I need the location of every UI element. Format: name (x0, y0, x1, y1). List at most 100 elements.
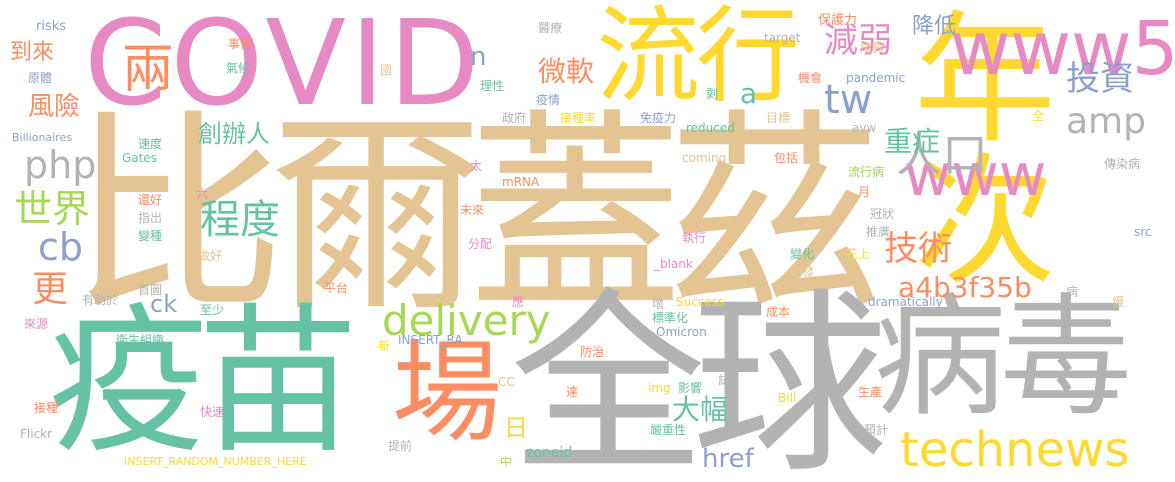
word: 減弱 (824, 21, 892, 61)
word: 兩 (122, 40, 175, 100)
word: 月 (858, 185, 871, 199)
word: 到來 (10, 40, 55, 65)
word: 剩 (706, 87, 719, 101)
word: avw (852, 121, 877, 135)
word: 全球 (510, 272, 888, 482)
word: 比爾蓋茲 (70, 90, 882, 341)
word: 傳染病 (1104, 157, 1141, 171)
word: Flickr (20, 427, 53, 441)
word: 重症 (884, 125, 941, 158)
word: pandemic (846, 71, 906, 85)
word: 中 (500, 455, 513, 469)
word: 日 (504, 414, 528, 442)
word: tw (824, 77, 873, 123)
word: INSERT_RANDOM_NUMBER_HERE (124, 455, 307, 468)
word: reduced (686, 121, 735, 135)
word: 更 (32, 269, 69, 310)
word: 平台 (324, 281, 349, 295)
word: 做好 (198, 249, 223, 263)
word: 執行 (682, 231, 707, 245)
word: 人口 (896, 128, 988, 182)
word: 慢 (1112, 295, 1125, 309)
word: 生產 (858, 385, 883, 399)
word: 嚴重性 (650, 423, 687, 437)
word: cb (38, 225, 84, 269)
word: 分配 (468, 237, 493, 251)
word: 影響 (678, 381, 703, 395)
word: 新 (378, 339, 391, 353)
word: 壞 (652, 297, 665, 311)
word: 病 (1066, 285, 1079, 299)
word: 衛生組織 (116, 333, 165, 347)
word: 降低 (912, 14, 957, 39)
word: 保護力 (818, 13, 858, 28)
word: 六 (196, 187, 209, 201)
word: Bill (778, 391, 797, 405)
word: 還好 (138, 193, 163, 207)
word: 原體 (28, 71, 53, 85)
word: 太 (470, 159, 483, 173)
word: 氣候 (226, 61, 251, 75)
word: img (648, 381, 671, 395)
word: 流行病 (848, 165, 885, 179)
word: 成本 (766, 305, 791, 319)
word: 事情 (228, 37, 253, 51)
word: 免疫力 (640, 111, 677, 125)
word: 年次 (889, 4, 1054, 288)
word: 機會 (798, 71, 823, 85)
word: src (1134, 225, 1152, 239)
word: 醫療 (538, 21, 563, 35)
word: 場 (392, 329, 502, 457)
word: mRNA (502, 175, 540, 189)
word: 大幅 (672, 393, 729, 426)
word: 應 (512, 295, 525, 309)
word: 創辦人 (198, 120, 270, 148)
word: delivery (382, 296, 551, 345)
word: a (740, 77, 758, 110)
word: 指出 (138, 211, 163, 225)
word: COVID (84, 0, 484, 132)
word: www5 (950, 6, 1175, 92)
word: 花上 (846, 247, 871, 261)
word: 病毒 (874, 281, 1132, 435)
word: 接種率 (560, 111, 597, 125)
word: 全 (1032, 109, 1045, 123)
word: 疫苗 (48, 288, 358, 475)
word: target (764, 31, 801, 45)
word: 國 (380, 63, 393, 77)
word: www (904, 141, 1047, 209)
word: risks (36, 19, 67, 34)
word: 變種 (138, 229, 163, 243)
word: 未來 (460, 203, 485, 217)
word: 達 (566, 385, 579, 399)
word: 流行 (596, 0, 800, 117)
word: Billionaires (12, 131, 73, 144)
word: 接種 (34, 401, 59, 415)
word: 提前 (388, 439, 413, 453)
word: 技術 (884, 229, 952, 269)
word: dramatically (868, 295, 943, 309)
word: 疫情 (536, 93, 561, 107)
word: href (702, 444, 754, 474)
word: ck (150, 290, 178, 318)
word: 快速 (200, 405, 225, 419)
word: 變化 (790, 247, 815, 261)
word: 冠狀 (870, 207, 895, 221)
word: a4b3f35b (898, 271, 1032, 304)
word: INSERT_RA (398, 333, 463, 347)
word: 預計 (864, 423, 889, 437)
word: 程度 (200, 197, 280, 243)
word: 來源 (24, 317, 49, 331)
word: 風險 (28, 92, 81, 122)
word: 成員 (860, 41, 885, 55)
word: coming (682, 151, 727, 165)
word: 有助於 (82, 293, 119, 307)
word: 首圖 (138, 283, 163, 297)
word: 試 (718, 373, 731, 387)
word: 速度 (138, 137, 163, 151)
word: 目標 (766, 111, 791, 125)
word: technews (900, 422, 1130, 478)
word: n (470, 42, 487, 72)
word: php (24, 143, 97, 187)
